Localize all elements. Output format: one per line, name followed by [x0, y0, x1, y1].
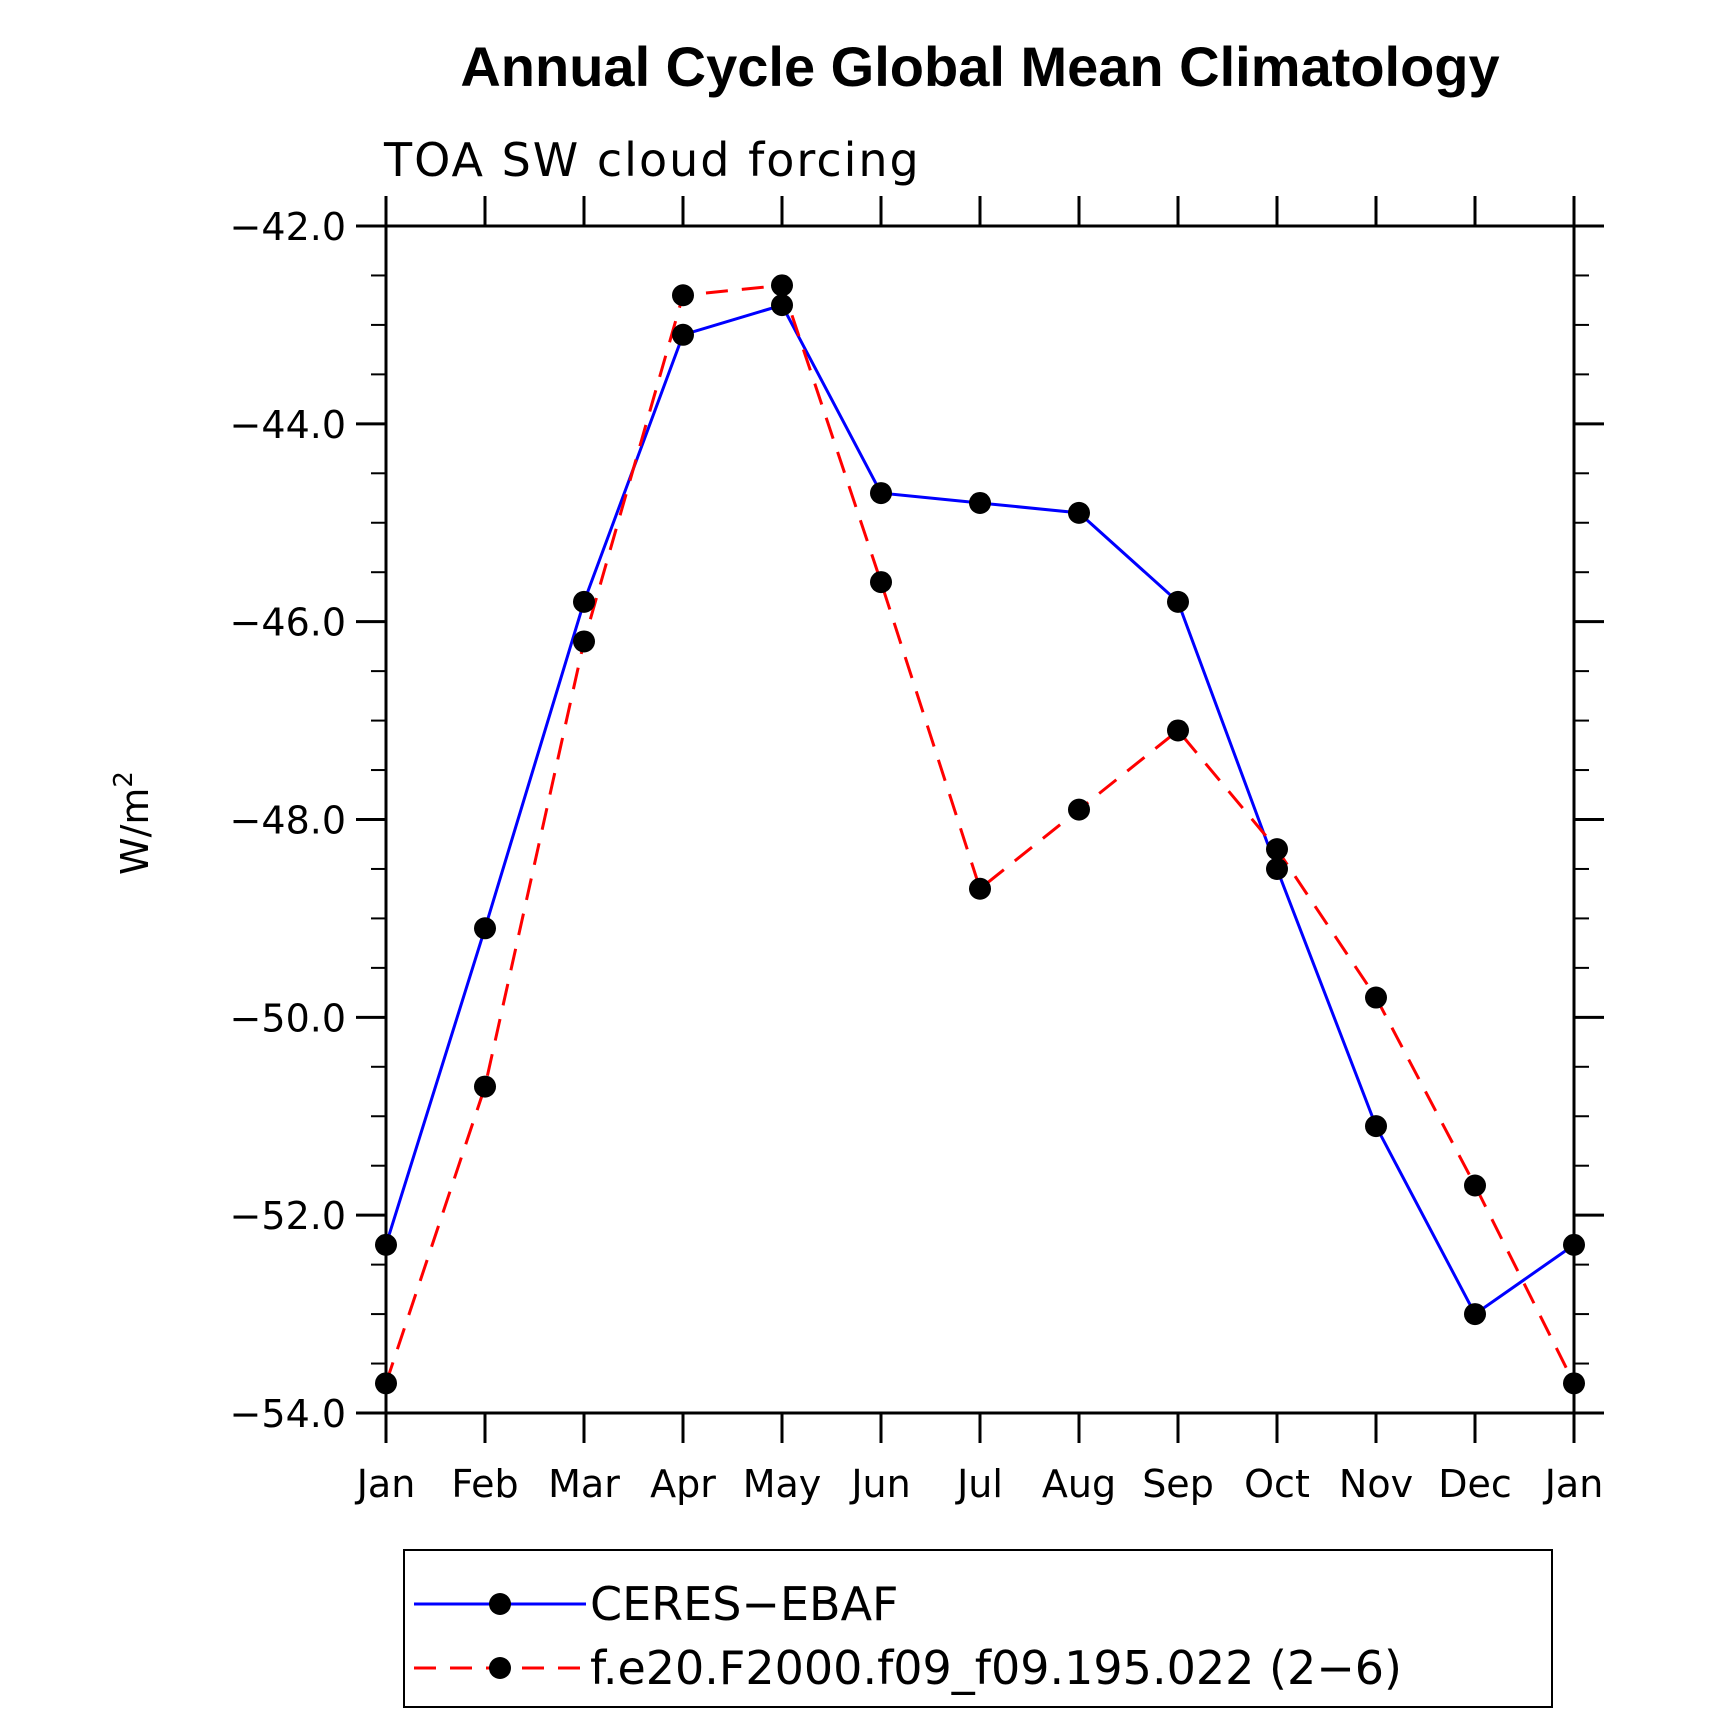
legend-label-2: f.e20.F2000.f09_f09.195.022 (2−6)	[590, 1641, 1402, 1695]
markers-layer	[375, 274, 1585, 1395]
series-1-point	[474, 917, 496, 940]
series-1-point	[1365, 1115, 1387, 1138]
legend: CERES−EBAF f.e20.F2000.f09_f09.195.022 (2…	[403, 1549, 1553, 1708]
series-1-point	[1464, 1303, 1486, 1326]
series-1-point	[870, 482, 892, 505]
series-2-point	[1464, 1174, 1486, 1197]
series-1-point	[573, 590, 595, 613]
y-tick-label: −54.0	[230, 1392, 346, 1436]
series-2-point	[573, 630, 595, 653]
y-tick-label: −44.0	[230, 403, 346, 447]
y-axis-label-superscript: 2	[109, 771, 139, 788]
series-2-point	[474, 1075, 496, 1098]
series-2-point	[1167, 719, 1189, 742]
series-2-point	[771, 274, 793, 297]
chart-title: Annual Cycle Global Mean Climatology	[460, 35, 1499, 98]
series-2-point	[1068, 798, 1090, 821]
series-2-point	[1563, 1372, 1585, 1395]
svg-text:W/m2: W/m2	[109, 771, 157, 875]
series-1-point	[1068, 501, 1090, 524]
legend-box	[403, 1549, 1553, 1708]
series-line-2	[384, 283, 1576, 1384]
series-1-point	[1266, 857, 1288, 880]
series-1-point	[1563, 1233, 1585, 1256]
legend-marker-1	[489, 1593, 511, 1615]
y-tick-label: −52.0	[230, 1194, 346, 1238]
x-tick-label: Sep	[1142, 1462, 1214, 1506]
x-tick-label: Jun	[849, 1462, 910, 1506]
x-tick-label: May	[743, 1462, 822, 1506]
legend-label-1: CERES−EBAF	[590, 1577, 899, 1631]
series-2-point	[375, 1372, 397, 1395]
plot-frame	[384, 224, 1576, 1415]
series-2-point	[870, 571, 892, 594]
x-tick-label: Aug	[1042, 1462, 1116, 1506]
x-tick-label: Jan	[1543, 1462, 1604, 1506]
axis-ticks: Jan Feb Mar Apr May Jun Jul Aug Sep Oct Nov Dec Jan−…	[230, 196, 1604, 1506]
y-axis-label-text: W/m	[113, 788, 157, 875]
x-tick-label: Mar	[548, 1462, 620, 1506]
x-tick-label: Apr	[650, 1462, 716, 1506]
x-tick-label: Oct	[1244, 1462, 1310, 1506]
y-tick-label: −48.0	[230, 799, 346, 843]
x-tick-label: Jan	[355, 1462, 416, 1506]
legend-marker-2	[489, 1657, 511, 1679]
series-2-point	[672, 284, 694, 307]
series-1-point	[672, 323, 694, 346]
y-tick-label: −50.0	[230, 996, 346, 1040]
x-tick-label: Jul	[955, 1462, 1003, 1506]
series-1-point	[771, 294, 793, 317]
y-tick-label: −46.0	[230, 601, 346, 645]
x-tick-label: Dec	[1438, 1462, 1512, 1506]
y-axis-label: W/m2	[109, 771, 157, 875]
x-tick-label: Feb	[451, 1462, 518, 1506]
series-layer	[384, 283, 1576, 1384]
series-line-1	[384, 303, 1575, 1317]
series-2-point	[969, 877, 991, 900]
series-1-point	[1167, 590, 1189, 613]
chart-subtitle: TOA SW cloud forcing	[383, 133, 921, 187]
y-tick-label: −42.0	[230, 205, 346, 249]
series-2-point	[1365, 986, 1387, 1009]
series-1-point	[375, 1233, 397, 1256]
series-2-point	[1266, 838, 1288, 861]
x-tick-label: Nov	[1339, 1462, 1413, 1506]
series-1-point	[969, 491, 991, 514]
